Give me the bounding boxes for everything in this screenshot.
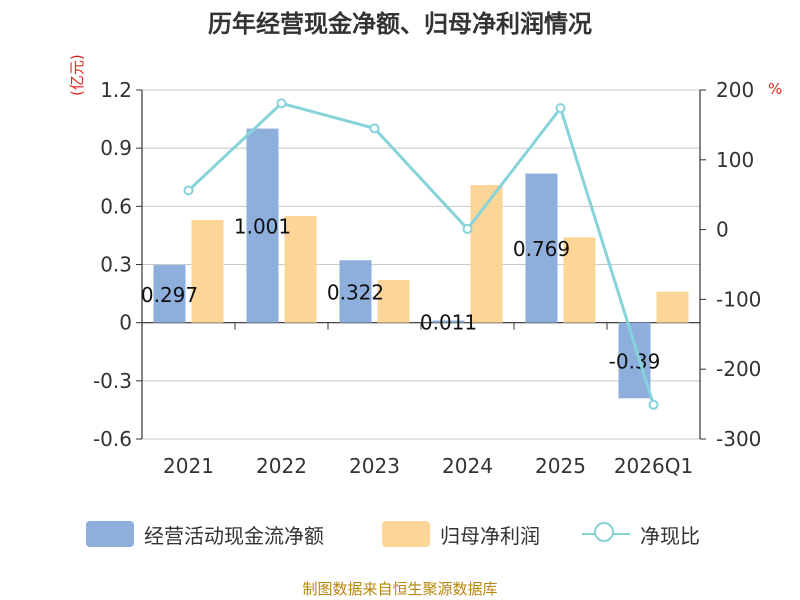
chart-title: 历年经营现金净额、归母净利润情况 <box>208 10 592 38</box>
bar-cashflow <box>153 265 186 323</box>
right-tick-label: -100 <box>716 287 761 311</box>
right-tick-label: -200 <box>716 357 761 381</box>
data-label-cashflow: 0.297 <box>141 283 198 307</box>
left-tick-label: -0.3 <box>93 369 132 393</box>
ratio-point <box>555 103 566 114</box>
data-label-cashflow: 1.001 <box>234 215 291 239</box>
right-tick-label: 0 <box>716 218 729 242</box>
left-tick-label: 0.9 <box>100 136 132 160</box>
ratio-point <box>462 223 473 234</box>
ratio-point <box>183 185 194 196</box>
ratio-line <box>187 101 655 406</box>
left-tick-label: 0.3 <box>100 253 132 277</box>
left-tick-label: 0 <box>119 311 132 335</box>
bar-net-profit <box>191 219 224 323</box>
left-tick-label: -0.6 <box>93 427 132 451</box>
bar-cashflow <box>618 322 651 399</box>
bar-cashflow <box>339 260 372 323</box>
bar-cashflow <box>525 173 558 323</box>
data-label-cashflow: 0.011 <box>420 311 477 335</box>
bar-net-profit <box>563 237 596 323</box>
right-axis-unit: % <box>768 80 783 98</box>
left-tick-label: 0.6 <box>100 194 132 218</box>
bar-cashflow <box>432 320 465 323</box>
legend-swatch-cashflow <box>86 521 134 547</box>
data-label-cashflow: 0.769 <box>513 237 570 261</box>
data-label-cashflow: 0.322 <box>327 280 384 304</box>
left-tick-label: 1.2 <box>100 78 132 102</box>
ratio-point <box>276 98 287 109</box>
legend-item-net-profit[interactable]: 归母净利润 <box>382 516 540 552</box>
bar-cashflow <box>246 128 279 323</box>
legend-label-cashflow: 经营活动现金流净额 <box>144 523 324 548</box>
legend-swatch-net-profit <box>382 521 430 547</box>
bar-net-profit <box>656 291 689 323</box>
bar-net-profit <box>284 216 317 323</box>
data-source-note: 制图数据来自恒生聚源数据库 <box>302 580 498 598</box>
legend-label-net-profit: 归母净利润 <box>440 523 540 548</box>
legend-swatch-ratio <box>582 521 630 547</box>
data-label-cashflow: -0.39 <box>609 349 661 373</box>
x-tick-label: 2026Q1 <box>614 454 693 478</box>
bar-net-profit <box>377 280 410 323</box>
legend-item-ratio[interactable]: 净现比 <box>582 516 700 552</box>
right-tick-label: 200 <box>716 78 754 102</box>
x-tick-label: 2025 <box>535 454 586 478</box>
x-tick-label: 2024 <box>442 454 493 478</box>
x-tick-label: 2021 <box>163 454 214 478</box>
legend: 经营活动现金流净额 归母净利润 净现比 <box>0 516 800 552</box>
bar-net-profit <box>470 185 503 323</box>
chart-plot: 1.2 0.9 0.6 0.3 0 -0.3 -0.6 200 100 0 -100 -200 -300… <box>93 78 761 478</box>
ratio-point <box>369 123 380 134</box>
right-tick-label: 100 <box>716 148 754 172</box>
legend-item-cashflow[interactable]: 经营活动现金流净额 <box>86 516 324 552</box>
x-tick-label: 2022 <box>256 454 307 478</box>
x-tick-label: 2023 <box>349 454 400 478</box>
legend-label-ratio: 净现比 <box>640 523 700 548</box>
right-tick-label: -300 <box>716 427 761 451</box>
ratio-point <box>648 399 659 410</box>
